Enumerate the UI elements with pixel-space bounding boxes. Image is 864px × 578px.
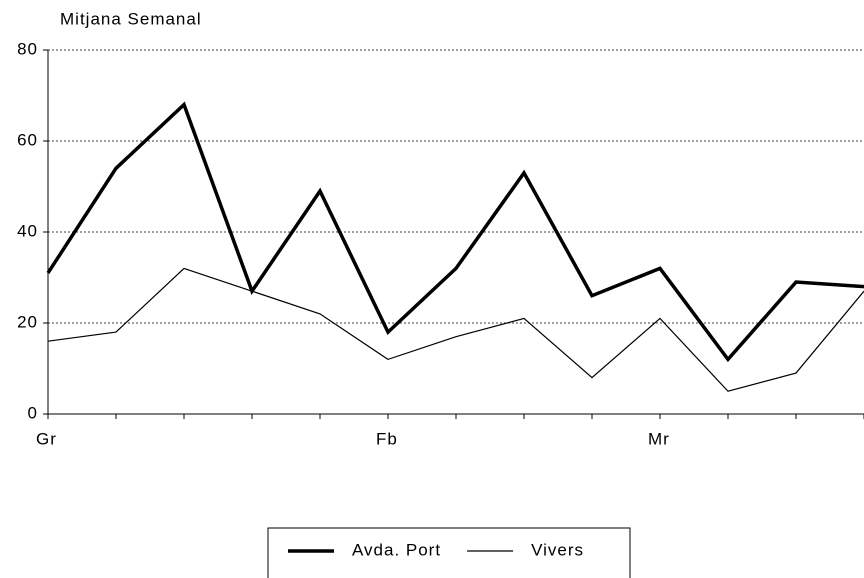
y-tick-label: 40 xyxy=(17,221,38,240)
y-tick-label: 60 xyxy=(17,130,38,149)
series-line xyxy=(47,267,864,392)
chart-title: Mitjana Semanal xyxy=(60,9,202,28)
x-tick-label: Mr xyxy=(648,429,670,448)
y-tick-label: 80 xyxy=(17,39,38,58)
y-tick-label: 20 xyxy=(17,312,38,331)
legend-label: Vivers xyxy=(531,540,584,559)
legend-box xyxy=(267,527,631,578)
series-line xyxy=(46,101,864,363)
y-tick-label: 0 xyxy=(28,403,38,422)
x-tick-label: Fb xyxy=(376,429,398,448)
legend-label: Avda. Port xyxy=(352,540,441,559)
x-tick-label: Gr xyxy=(36,429,57,448)
